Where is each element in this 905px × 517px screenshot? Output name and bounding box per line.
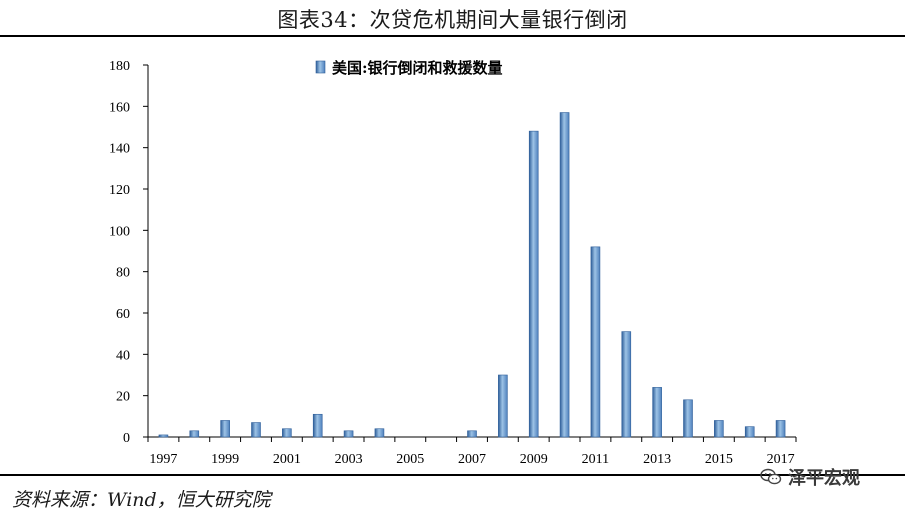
x-tick-label: 2015 (705, 452, 733, 467)
y-tick-label: 80 (116, 266, 130, 281)
x-tick-label: 2005 (396, 452, 424, 467)
x-tick-label: 2007 (458, 452, 486, 467)
bar-1997 (158, 434, 169, 438)
x-tick-label: 2003 (335, 452, 363, 467)
bar-2001 (282, 428, 292, 438)
y-tick-label: 120 (109, 183, 130, 198)
bar-2011 (590, 246, 601, 438)
y-tick-label: 180 (109, 59, 130, 74)
bar-2007 (467, 430, 477, 438)
chart-axes: 0 20 40 60 80 100 120 140 160 180 1997 1999 2001 2003… (109, 59, 797, 467)
bar-2013 (652, 387, 662, 438)
bar-2009 (528, 130, 539, 438)
legend-swatch (315, 60, 326, 74)
y-tick-label: 0 (123, 431, 130, 446)
y-tick-label: 160 (109, 100, 130, 115)
bar-1999 (220, 420, 230, 438)
x-tick-label: 1999 (211, 452, 239, 467)
y-tick-label: 140 (109, 142, 130, 157)
x-tick-label: 1997 (149, 452, 177, 467)
chart-bars (158, 112, 786, 438)
x-tick-label: 2011 (582, 452, 609, 467)
legend-label: 美国:银行倒闭和救援数量 (332, 59, 503, 77)
bottom-divider (0, 474, 905, 476)
chart-legend: 美国:银行倒闭和救援数量 (315, 59, 503, 77)
x-tick-label: 2017 (767, 452, 795, 467)
bar-2017 (775, 420, 786, 438)
watermark-text: 泽平宏观 (788, 468, 860, 489)
figure-title: 图表34：次贷危机期间大量银行倒闭 (277, 8, 628, 32)
bar-2016 (744, 426, 755, 438)
bar-2010 (559, 112, 570, 438)
x-tick-label: 2001 (273, 452, 301, 467)
wechat-icon (760, 468, 782, 485)
bar-2015 (714, 420, 724, 438)
bar-2012 (621, 331, 632, 438)
y-tick-label: 60 (116, 307, 130, 322)
bar-1998 (189, 430, 200, 438)
y-tick-label: 20 (116, 390, 130, 405)
bar-2002 (312, 413, 323, 438)
top-divider (0, 35, 905, 37)
source-note: 资料来源：Wind，恒大研究院 (12, 489, 271, 511)
bar-2008 (498, 374, 508, 438)
bar-2003 (343, 430, 354, 438)
bar-2000 (251, 422, 261, 438)
bar-2004 (374, 428, 385, 438)
y-tick-label: 40 (116, 348, 130, 363)
x-tick-label: 2013 (643, 452, 671, 467)
bar-2014 (683, 399, 693, 438)
x-tick-label: 2009 (520, 452, 548, 467)
watermark: 泽平宏观 (760, 464, 860, 490)
y-tick-label: 100 (109, 224, 130, 239)
